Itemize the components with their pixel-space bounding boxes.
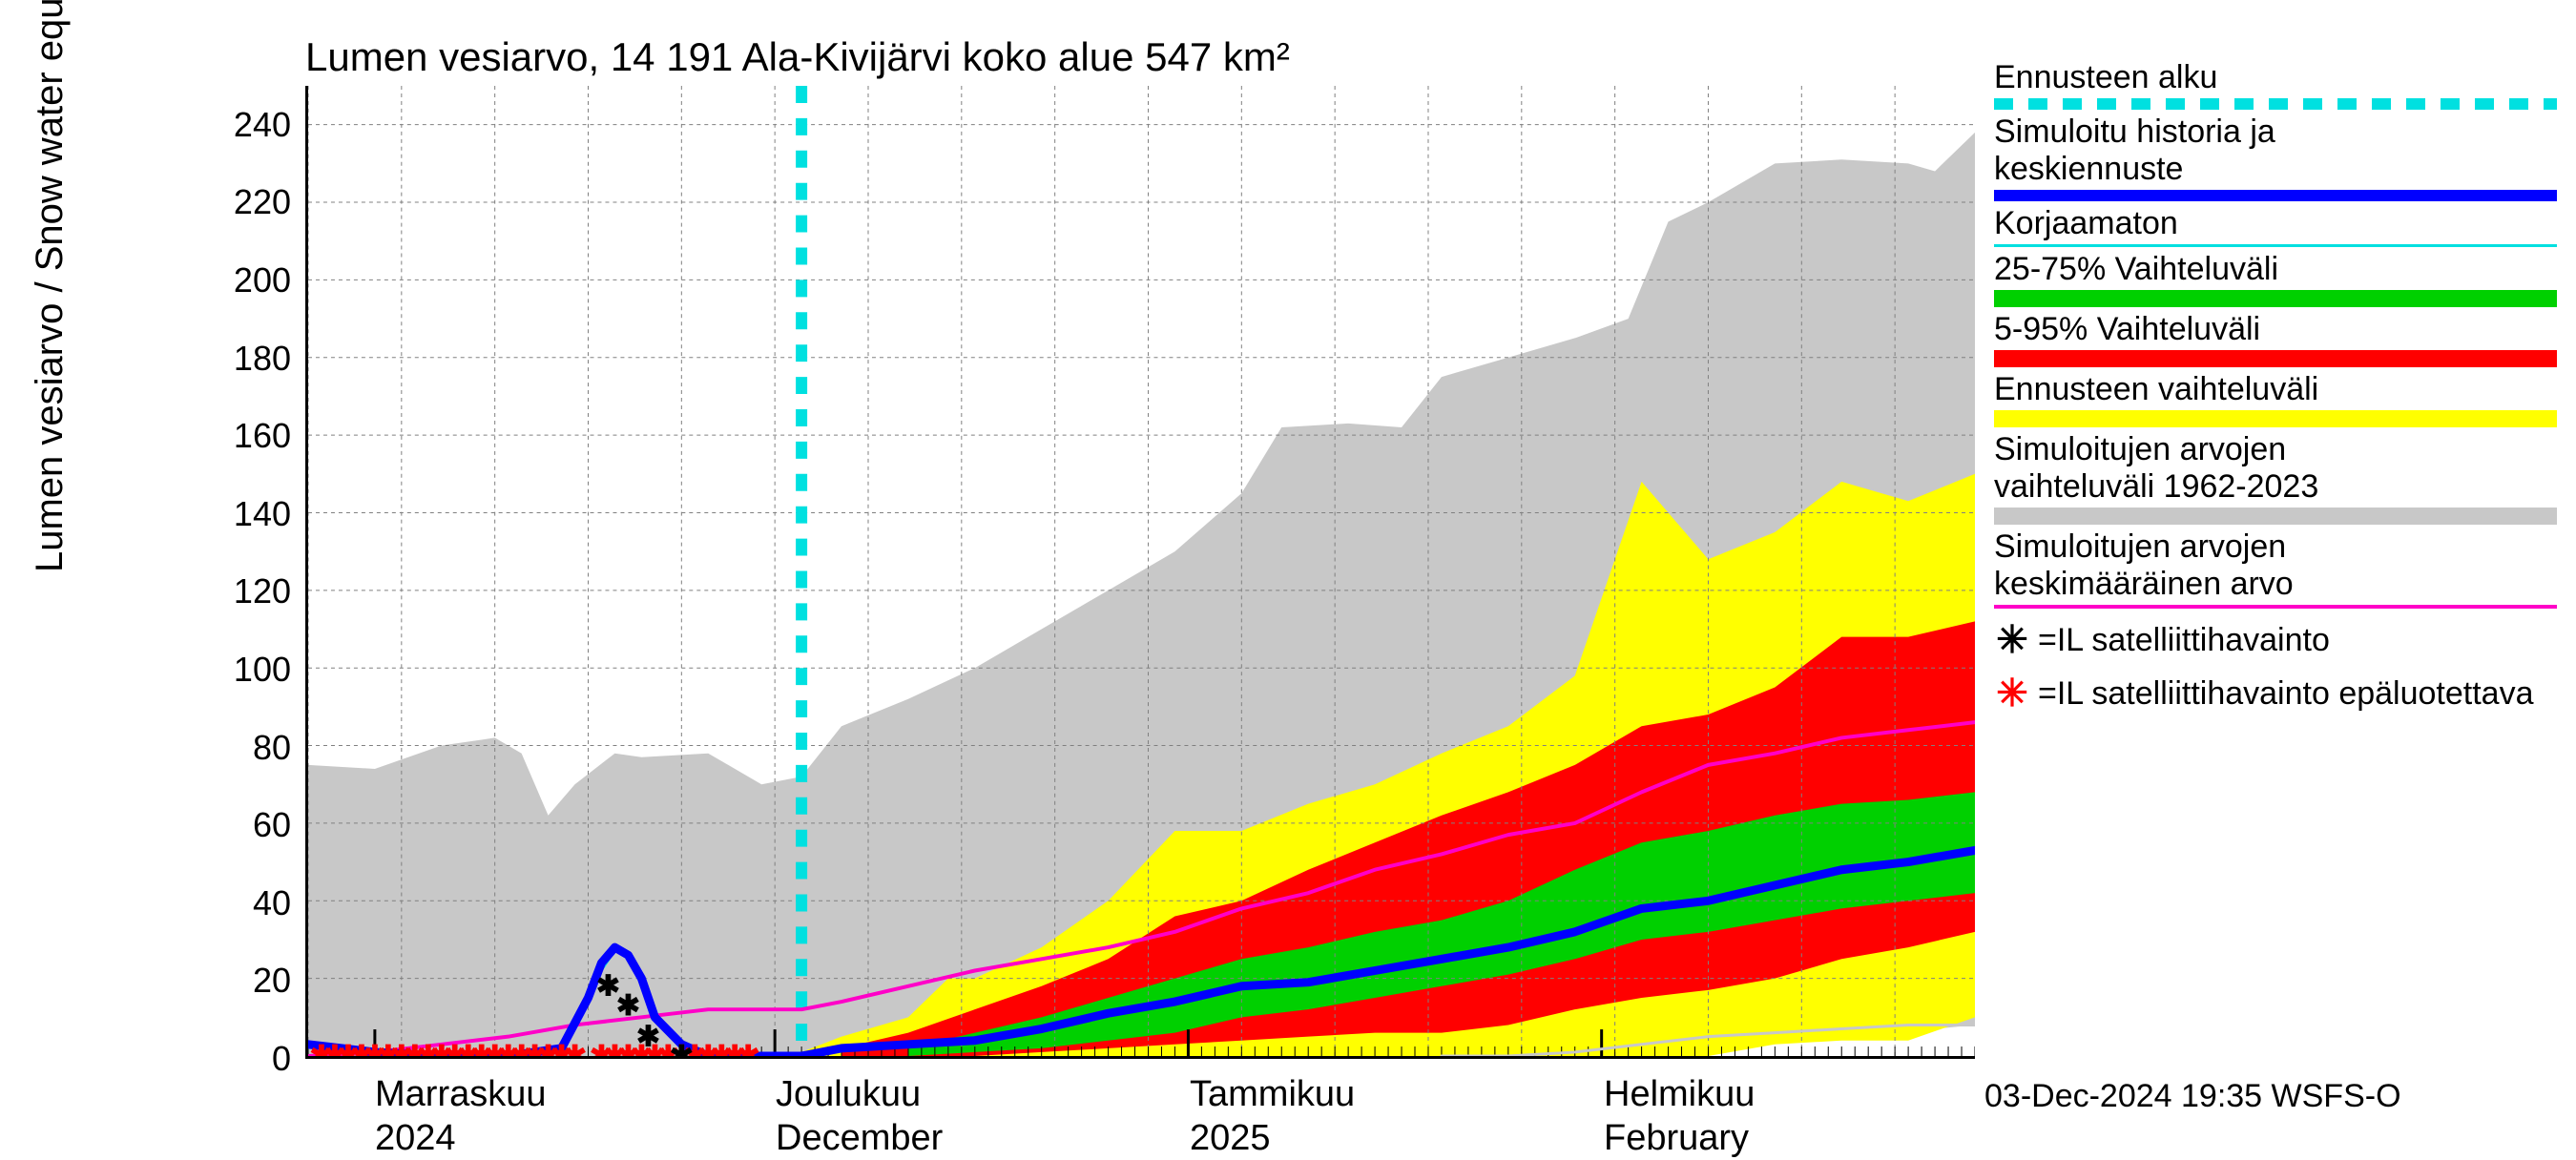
legend-entry: Simuloitujen arvojen keskimääräinen arvo (1994, 528, 2557, 609)
y-axis-label: Lumen vesiarvo / Snow water equiv. mm (29, 0, 72, 572)
chart-container: Lumen vesiarvo, 14 191 Ala-Kivijärvi kok… (0, 0, 2576, 1145)
legend-marker-entry: ✳=IL satelliittihavainto (1994, 618, 2557, 662)
legend-entry: Ennusteen alku (1994, 59, 2557, 110)
legend-swatch (1994, 605, 2557, 609)
legend-entry: Korjaamaton (1994, 205, 2557, 247)
ytick-label: 140 (213, 494, 308, 534)
legend-label: 25-75% Vaihteluväli (1994, 251, 2557, 288)
legend-marker-icon: ✳ (1994, 618, 2030, 662)
ytick-label: 20 (213, 961, 308, 1001)
ytick-label: 80 (213, 728, 308, 768)
legend-swatch (1994, 290, 2557, 307)
ytick-label: 180 (213, 339, 308, 379)
timestamp: 03-Dec-2024 19:35 WSFS-O (1984, 1078, 2401, 1115)
satellite-obs-marker: ✱ (636, 1022, 660, 1053)
legend-marker-label: =IL satelliittihavainto epäluotettava (2038, 675, 2533, 713)
legend-entry: Simuloitujen arvojen vaihteluväli 1962-2… (1994, 431, 2557, 525)
ytick-label: 120 (213, 571, 308, 611)
legend-marker-label: =IL satelliittihavainto (2038, 622, 2330, 659)
ytick-label: 100 (213, 650, 308, 690)
ytick-label: 40 (213, 883, 308, 923)
legend-marker-icon: ✳ (1994, 672, 2030, 715)
legend-swatch (1994, 190, 2557, 201)
legend-label: Simuloitu historia ja keskiennuste (1994, 114, 2557, 188)
ytick-label: 240 (213, 105, 308, 145)
legend-swatch (1994, 350, 2557, 367)
satellite-obs-marker: ✱ (616, 990, 640, 1022)
legend-marker-entry: ✳=IL satelliittihavainto epäluotettava (1994, 672, 2557, 715)
legend-swatch (1994, 98, 2557, 110)
legend-label: Ennusteen alku (1994, 59, 2557, 96)
legend-swatch (1994, 244, 2557, 247)
legend-label: Ennusteen vaihteluväli (1994, 371, 2557, 408)
legend-entry: 25-75% Vaihteluväli (1994, 251, 2557, 307)
legend-swatch (1994, 508, 2557, 525)
satellite-obs-marker: ✱ (670, 1041, 694, 1056)
plot-area: ✱✱✱✱✱✱✱✱✱✱✱✱✱✱✱✱✱✱✱✱✱✱✱✱✱✱✱✱✱✱✱✱✱✱✱✱ 020… (305, 86, 1975, 1059)
legend-entry: Ennusteen vaihteluväli (1994, 371, 2557, 427)
ytick-label: 60 (213, 805, 308, 845)
satellite-obs-unreliable-marker: ✱ (563, 1041, 587, 1056)
legend-swatch (1994, 410, 2557, 427)
legend-label: 5-95% Vaihteluväli (1994, 311, 2557, 348)
legend-label: Simuloitujen arvojen keskimääräinen arvo (1994, 528, 2557, 603)
ytick-label: 200 (213, 260, 308, 300)
ytick-label: 160 (213, 416, 308, 456)
legend-label: Simuloitujen arvojen vaihteluväli 1962-2… (1994, 431, 2557, 506)
ytick-label: 220 (213, 182, 308, 222)
legend-entry: Simuloitu historia ja keskiennuste (1994, 114, 2557, 201)
plot-svg: ✱✱✱✱✱✱✱✱✱✱✱✱✱✱✱✱✱✱✱✱✱✱✱✱✱✱✱✱✱✱✱✱✱✱✱✱ (308, 86, 1975, 1056)
legend-entry: 5-95% Vaihteluväli (1994, 311, 2557, 367)
chart-title: Lumen vesiarvo, 14 191 Ala-Kivijärvi kok… (305, 34, 1290, 80)
satellite-obs-unreliable-marker: ✱ (737, 1041, 760, 1056)
ytick-label: 0 (213, 1039, 308, 1079)
legend: Ennusteen alku Simuloitu historia ja kesk… (1994, 59, 2557, 715)
legend-label: Korjaamaton (1994, 205, 2557, 242)
